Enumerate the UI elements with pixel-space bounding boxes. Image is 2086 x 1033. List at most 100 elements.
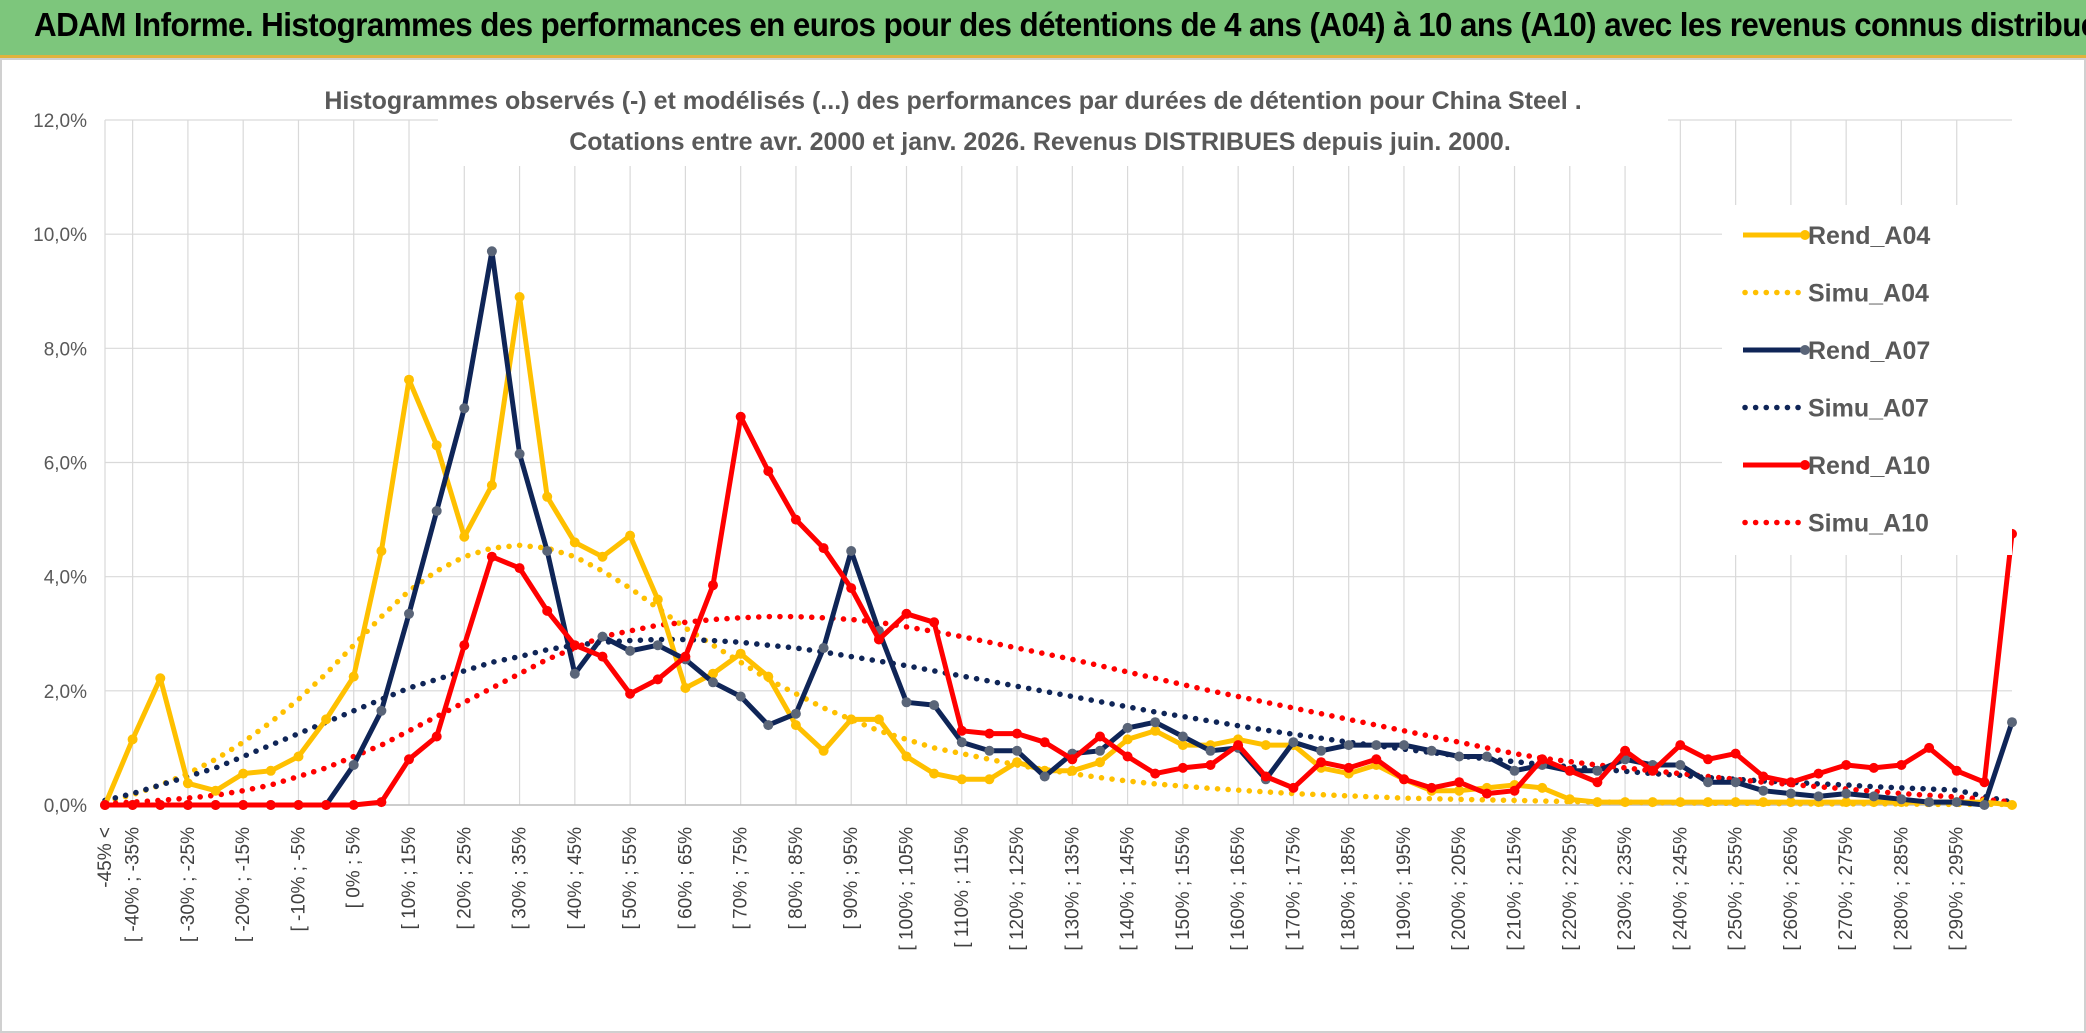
data-point [901, 608, 912, 619]
x-tick-label: [ 70% ; 75% [731, 827, 752, 930]
data-point [321, 714, 332, 725]
data-point [652, 674, 663, 685]
data-point [1647, 797, 1658, 808]
x-tick-label: [ 90% ; 95% [841, 827, 862, 930]
x-tick-label: [ 170% ; 175% [1283, 827, 1304, 951]
data-point [1122, 751, 1133, 762]
data-point [1316, 757, 1327, 768]
data-point [1703, 797, 1713, 808]
data-point [1426, 782, 1437, 793]
data-point [1509, 785, 1520, 796]
series-line [105, 414, 2015, 808]
x-tick-label: [ 180% ; 185% [1339, 827, 1360, 951]
data-point [210, 785, 221, 796]
data-point [873, 634, 884, 645]
x-tick-label: [ 130% ; 135% [1062, 827, 1083, 951]
data-point [790, 708, 801, 719]
x-tick-label: [ 240% ; 245% [1670, 827, 1691, 951]
legend: Rend_A04 Simu_A04 Rend_A07 Simu_A07 Rend_A10… [1722, 205, 2012, 555]
data-point [790, 514, 801, 525]
data-point [1288, 782, 1299, 793]
data-point [1813, 768, 1824, 779]
data-point [1481, 788, 1492, 799]
data-point [1951, 797, 1962, 808]
x-tick-label: [ 280% ; 285% [1891, 827, 1912, 951]
data-point [1150, 717, 1161, 728]
series-Rend_A10 [100, 411, 2017, 810]
data-point [1758, 771, 1769, 782]
data-point [1260, 771, 1271, 782]
data-point [569, 640, 580, 651]
x-tick-label: [ 20% ; 25% [454, 827, 475, 930]
data-point [818, 543, 829, 554]
series-layer [100, 246, 2017, 810]
legend-item-Simu_A07: Simu_A07 [1742, 395, 1929, 423]
data-point [625, 645, 636, 656]
y-tick-label: 8,0% [44, 339, 87, 360]
x-tick-label: [ 60% ; 65% [675, 827, 696, 930]
chart-frame [0, 58, 2086, 1033]
data-point [1399, 774, 1409, 785]
data-point [1454, 751, 1465, 762]
data-point [459, 640, 470, 651]
legend-label: Rend_A04 [1808, 222, 1930, 250]
x-tick-label: [ 0% ; 5% [344, 827, 365, 908]
data-point [2007, 800, 2017, 810]
data-point [1260, 740, 1271, 751]
data-point [1896, 794, 1907, 805]
data-point [293, 800, 304, 810]
data-point [1399, 740, 1409, 751]
data-point [1012, 757, 1022, 768]
data-point [901, 751, 912, 762]
legend-label: Simu_A07 [1808, 395, 1929, 423]
data-point [155, 800, 166, 810]
data-point [514, 563, 525, 574]
data-point [1343, 762, 1354, 773]
data-point [680, 683, 691, 693]
data-point [625, 688, 636, 699]
data-point [956, 774, 967, 785]
data-point [1675, 740, 1686, 751]
data-point [1039, 737, 1050, 748]
legend-label: Rend_A10 [1808, 452, 1930, 480]
data-point [431, 506, 442, 516]
data-point [763, 720, 774, 731]
y-tick-label: 6,0% [44, 454, 87, 475]
data-point [1979, 777, 1990, 788]
data-point [1371, 740, 1382, 751]
data-point [1675, 760, 1686, 770]
data-point [1205, 760, 1216, 770]
data-point [569, 668, 580, 679]
data-point [1177, 740, 1188, 751]
data-point [542, 491, 553, 502]
data-point [1095, 757, 1105, 768]
data-point [708, 677, 718, 688]
x-tick-label: [ 260% ; 265% [1781, 827, 1802, 951]
data-point [1620, 797, 1631, 808]
data-point [1758, 797, 1769, 808]
data-point [459, 531, 470, 542]
y-tick-label: 12,0% [33, 111, 87, 132]
data-point [1095, 731, 1105, 742]
data-point [127, 800, 138, 810]
data-point [1177, 731, 1188, 742]
data-point [1509, 765, 1520, 776]
data-point [1979, 800, 1990, 810]
data-point [763, 671, 774, 682]
legend-label: Rend_A07 [1808, 337, 1930, 365]
data-point [1592, 765, 1603, 776]
x-tick-label: [ -20% ; -15% [233, 827, 254, 942]
data-point [376, 546, 387, 556]
report-title: ADAM Informe. Histogrammes des performan… [34, 6, 2086, 43]
data-point [735, 691, 746, 702]
data-point [348, 760, 359, 770]
data-point [1122, 734, 1133, 745]
data-point [1343, 740, 1354, 751]
data-point [984, 728, 995, 739]
data-point [459, 403, 470, 414]
data-point [1205, 745, 1216, 756]
y-tick-label: 4,0% [44, 568, 87, 589]
x-tick-label: [ -40% ; -35% [123, 827, 144, 942]
legend-item-Simu_A10: Simu_A10 [1742, 510, 1929, 538]
data-point [1620, 745, 1631, 756]
